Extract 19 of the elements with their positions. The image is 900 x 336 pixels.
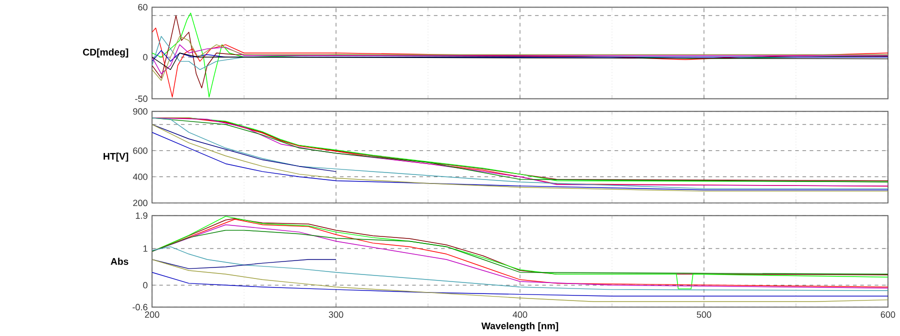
- x-tick-label: 300: [328, 311, 344, 318]
- y-tick-label: 0: [143, 54, 148, 60]
- y-axis-title: HT[V]: [104, 152, 128, 162]
- y-tick-label: -0.6: [132, 304, 148, 310]
- x-tick-label: 400: [512, 311, 528, 318]
- y-axis-title: CD[mdeg]: [83, 48, 128, 58]
- y-axis-title: Abs: [110, 258, 128, 265]
- y-tick-label: 400: [132, 174, 148, 180]
- y-tick-label: 1.9: [136, 212, 148, 219]
- y-tick-label: 200: [133, 200, 148, 206]
- x-tick-label: 600: [880, 311, 896, 318]
- y-tick-label: 900: [133, 108, 148, 115]
- y-tick-label: 0: [143, 282, 148, 288]
- x-axis-title: Wavelength [nm]: [481, 322, 558, 332]
- x-tick-label: 500: [696, 311, 712, 318]
- y-tick-label: 60: [138, 4, 148, 10]
- y-tick-label: -50: [135, 96, 148, 102]
- y-tick-label: 600: [133, 147, 148, 154]
- y-tick-label: 1: [143, 245, 148, 252]
